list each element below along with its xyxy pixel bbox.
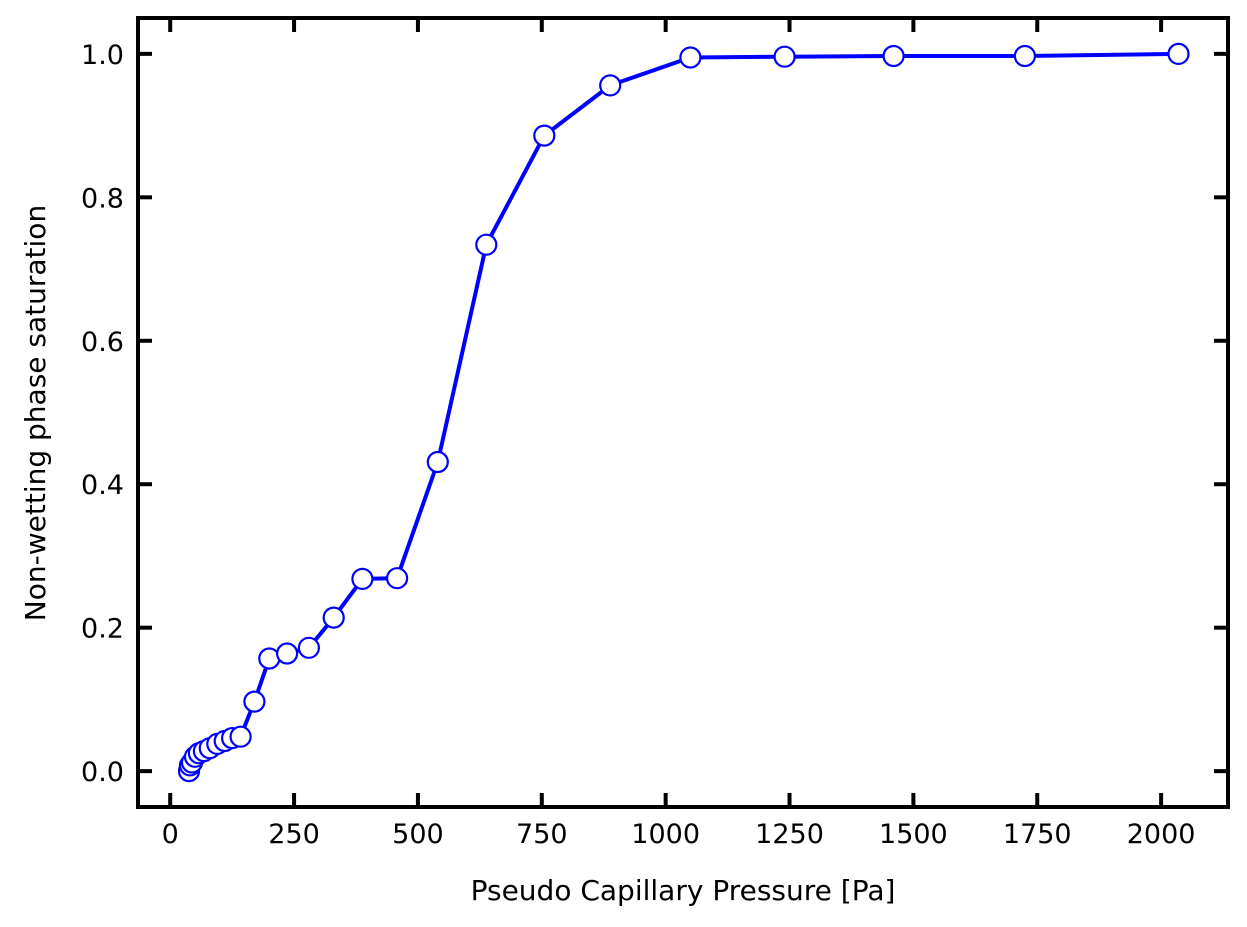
x-tick-label: 1500	[879, 819, 948, 850]
x-tick-label: 0	[162, 819, 179, 850]
data-point	[229, 725, 252, 748]
y-tick-label: 0.0	[81, 757, 124, 788]
data-point	[773, 45, 796, 68]
data-point	[351, 567, 374, 591]
data-point	[1013, 44, 1037, 68]
data-point	[243, 690, 266, 713]
y-axis-label: Non-wetting phase saturation	[19, 205, 52, 621]
plot-frame	[136, 16, 1230, 809]
data-point	[276, 642, 299, 665]
y-tick-label: 0.2	[81, 614, 124, 645]
series-layer	[177, 42, 1190, 783]
data-point	[297, 636, 320, 659]
x-tick-label: 1250	[755, 819, 824, 850]
x-tick-label: 250	[268, 819, 320, 850]
data-point	[533, 124, 556, 147]
x-tick-label: 2000	[1127, 819, 1196, 850]
data-point	[882, 44, 905, 68]
x-tick-label: 750	[516, 819, 568, 850]
x-tick-label: 1000	[631, 819, 700, 850]
data-point	[679, 46, 702, 69]
data-point	[322, 606, 345, 629]
y-tick-label: 0.4	[81, 470, 124, 501]
ticks-layer: 0 250 500 750 1000 1250 1500 1750 2000 0.0 0.2 0.4 0…	[81, 18, 1228, 850]
data-point	[386, 567, 409, 590]
series-line	[187, 51, 1179, 772]
y-tick-label: 0.6	[81, 327, 124, 358]
x-tick-label: 500	[392, 819, 444, 850]
y-tick-label: 1.0	[81, 40, 124, 71]
data-point	[426, 450, 449, 474]
data-point	[1167, 42, 1190, 66]
data-point	[599, 74, 622, 97]
x-tick-label: 1750	[1003, 819, 1072, 850]
x-axis-label: Pseudo Capillary Pressure [Pa]	[471, 874, 896, 907]
data-point	[475, 233, 498, 256]
y-tick-label: 0.8	[81, 183, 124, 214]
